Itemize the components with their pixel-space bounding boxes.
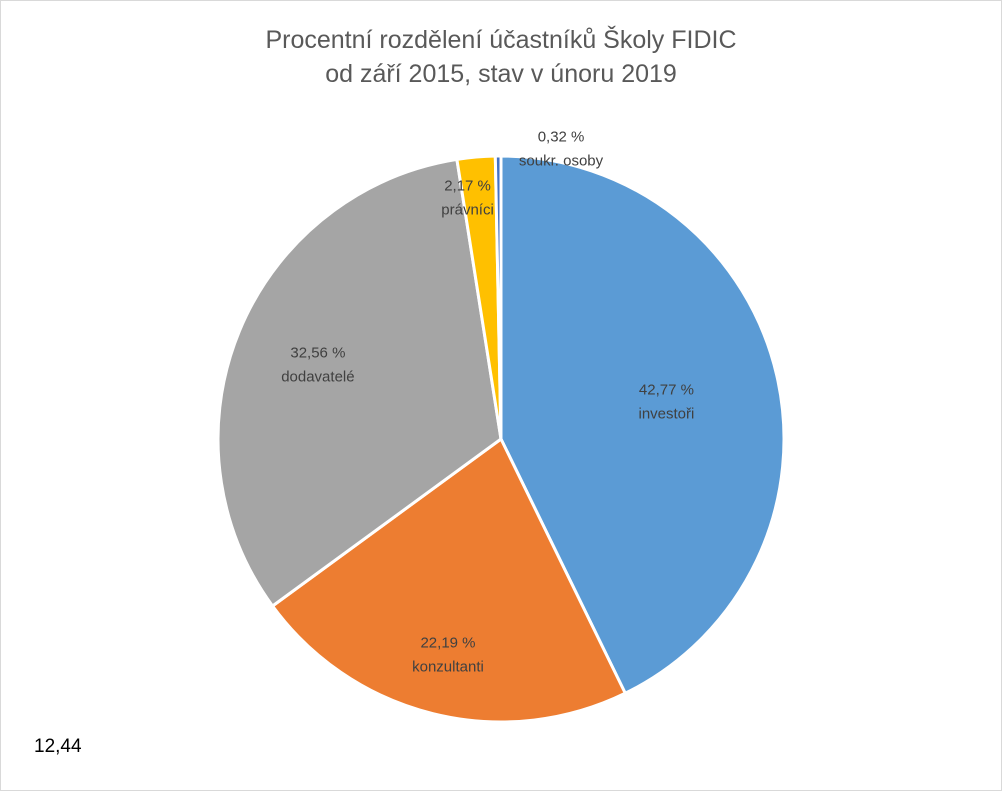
slice-value-soukr-osoby: 0,32 % [538, 129, 585, 146]
chart-title-line-2: od září 2015, stav v únoru 2019 [325, 60, 677, 88]
pie-slice-konzultanti [271, 437, 627, 724]
chart-title: Procentní rozdělení účastníků Školy FIDI… [1, 23, 1001, 91]
slice-label-konzultanti: 22,19 % konzultanti [412, 634, 484, 675]
slice-value-pravnici: 2,17 % [444, 178, 491, 195]
slice-label-investori: 42,77 % investoři [639, 382, 695, 423]
slice-category-pravnici: právníci [441, 202, 494, 219]
slice-category-dodavatele: dodavatelé [281, 368, 354, 385]
slice-label-dodavatele: 32,56 % dodavatelé [281, 344, 354, 385]
pie-slice-dodavatele [216, 157, 503, 608]
slice-category-investori: investoři [639, 406, 695, 423]
slice-category-soukr-osoby: soukr. osoby [519, 153, 604, 170]
slice-value-investori: 42,77 % [639, 382, 694, 399]
slice-label-soukr-osoby: 0,32 % soukr. osoby [519, 129, 604, 170]
pie-slice-investori [499, 154, 786, 695]
slice-label-pravnici: 2,17 % právníci [441, 178, 494, 219]
slice-value-konzultanti: 22,19 % [420, 634, 475, 651]
pie-slice-soukr-osoby [493, 154, 503, 441]
corner-note: 12,44 [34, 736, 82, 757]
slice-category-konzultanti: konzultanti [412, 658, 484, 675]
slice-value-dodavatele: 32,56 % [290, 344, 345, 361]
chart-title-line-1: Procentní rozdělení účastníků Školy FIDI… [265, 26, 737, 54]
